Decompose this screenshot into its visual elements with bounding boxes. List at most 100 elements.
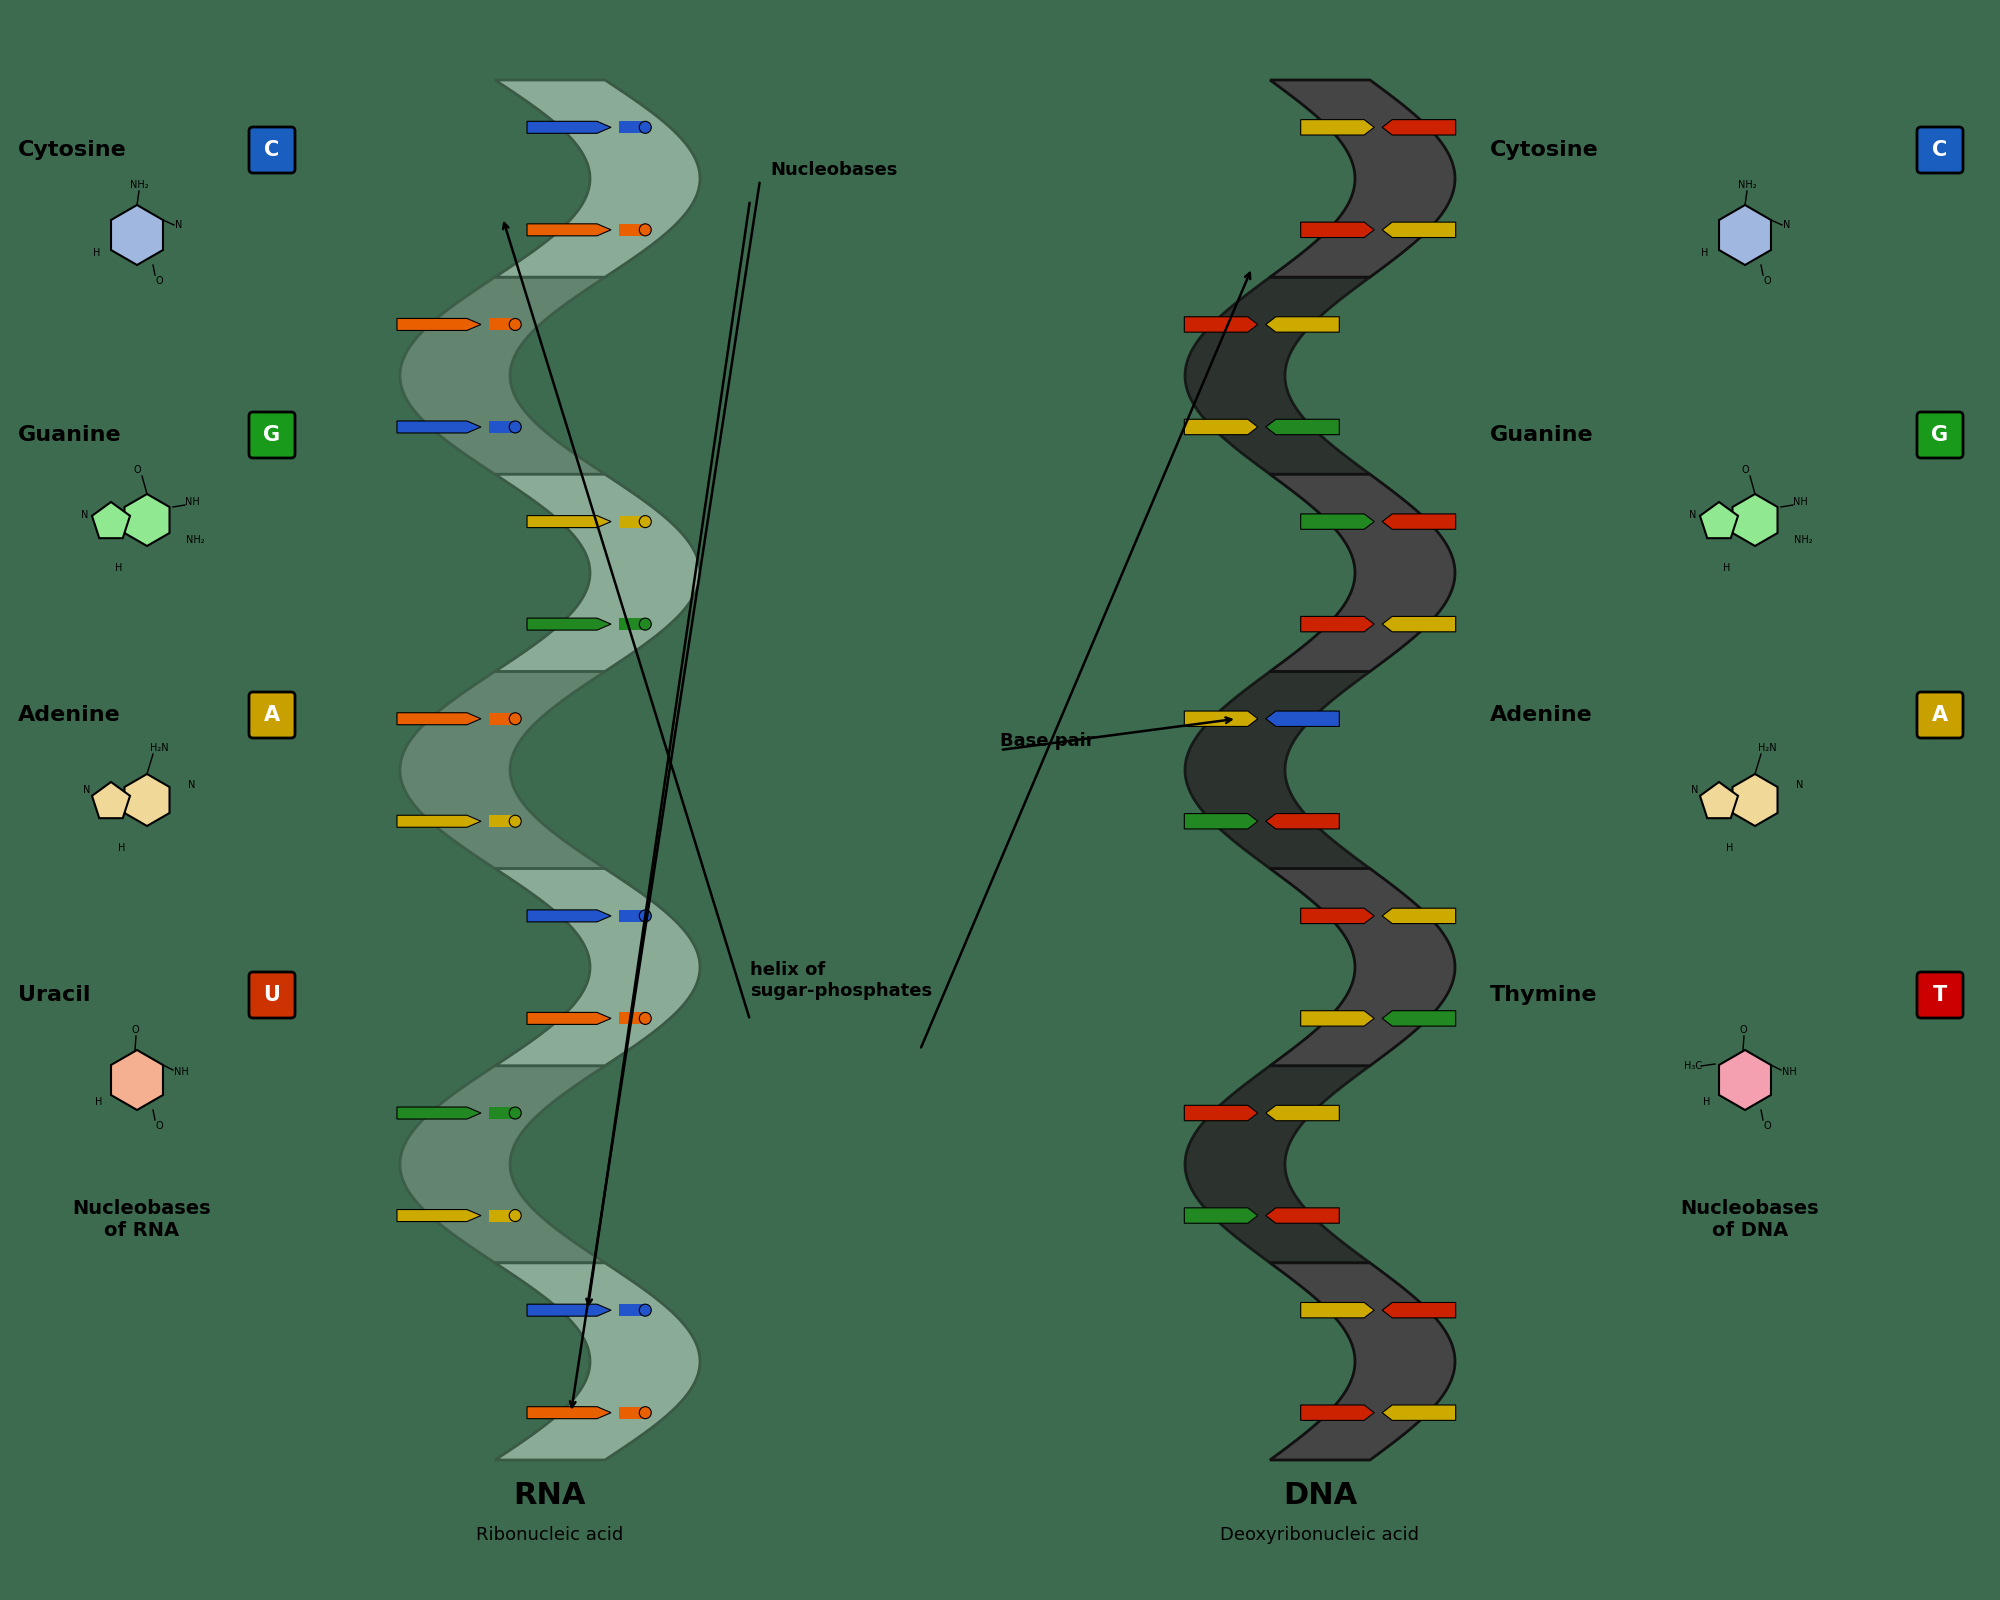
Polygon shape: [1300, 1405, 1374, 1421]
Text: DNA: DNA: [1282, 1480, 1358, 1509]
Text: H: H: [1704, 1098, 1710, 1107]
Text: O: O: [1764, 275, 1770, 286]
Polygon shape: [1186, 672, 1370, 869]
Polygon shape: [620, 122, 646, 133]
Text: G: G: [264, 426, 280, 445]
FancyBboxPatch shape: [1916, 973, 1964, 1018]
FancyBboxPatch shape: [250, 411, 296, 458]
Text: NH₂: NH₂: [186, 534, 204, 546]
FancyBboxPatch shape: [1916, 126, 1964, 173]
Polygon shape: [1184, 1208, 1258, 1224]
Polygon shape: [1382, 222, 1456, 237]
Polygon shape: [620, 1304, 646, 1317]
Text: O: O: [1742, 466, 1748, 475]
Ellipse shape: [510, 816, 522, 827]
Polygon shape: [1270, 869, 1454, 1066]
Polygon shape: [1266, 1106, 1340, 1120]
Ellipse shape: [640, 1406, 652, 1419]
Polygon shape: [1382, 1011, 1456, 1026]
Polygon shape: [1270, 1262, 1454, 1459]
Text: H₃C: H₃C: [1684, 1061, 1702, 1070]
Polygon shape: [1720, 205, 1770, 266]
Polygon shape: [1184, 710, 1258, 726]
Text: O: O: [134, 466, 140, 475]
Text: H: H: [94, 248, 100, 258]
Polygon shape: [528, 1013, 612, 1024]
Text: helix of
sugar-phosphates: helix of sugar-phosphates: [750, 962, 932, 1000]
Polygon shape: [1266, 710, 1340, 726]
Polygon shape: [112, 1050, 162, 1110]
Ellipse shape: [640, 224, 652, 235]
Polygon shape: [1382, 909, 1456, 923]
Polygon shape: [92, 502, 130, 538]
Text: NH₂: NH₂: [1794, 534, 1812, 546]
Ellipse shape: [640, 122, 652, 133]
Text: N: N: [82, 510, 88, 520]
Polygon shape: [1184, 1106, 1258, 1120]
Text: O: O: [1740, 1026, 1746, 1035]
Text: O: O: [1764, 1122, 1770, 1131]
Text: Guanine: Guanine: [1490, 426, 1594, 445]
Text: H: H: [96, 1098, 102, 1107]
Text: N: N: [1784, 219, 1790, 230]
Polygon shape: [494, 474, 700, 672]
Text: NH₂: NH₂: [130, 179, 148, 190]
Polygon shape: [620, 515, 646, 528]
Polygon shape: [400, 672, 604, 869]
Text: Guanine: Guanine: [18, 426, 122, 445]
Text: H: H: [1702, 248, 1708, 258]
FancyBboxPatch shape: [1916, 411, 1964, 458]
Polygon shape: [1266, 317, 1340, 333]
Polygon shape: [400, 277, 606, 474]
Polygon shape: [496, 1262, 700, 1459]
Text: Base pair: Base pair: [1000, 733, 1094, 750]
Text: N: N: [1690, 510, 1696, 520]
Polygon shape: [396, 712, 480, 725]
Polygon shape: [1300, 120, 1374, 134]
Ellipse shape: [510, 421, 522, 434]
Polygon shape: [528, 1304, 612, 1317]
Text: N: N: [176, 219, 182, 230]
Polygon shape: [1382, 120, 1456, 134]
Text: C: C: [1932, 141, 1948, 160]
Text: Cytosine: Cytosine: [18, 141, 126, 160]
Text: H₂N: H₂N: [150, 742, 168, 754]
Text: T: T: [1932, 986, 1948, 1005]
Polygon shape: [1266, 813, 1340, 829]
Polygon shape: [1186, 1066, 1370, 1262]
Polygon shape: [1382, 616, 1456, 632]
Ellipse shape: [640, 618, 652, 630]
Polygon shape: [496, 869, 700, 1066]
Polygon shape: [92, 782, 130, 818]
Text: NH: NH: [1792, 498, 1808, 507]
Polygon shape: [528, 122, 612, 133]
Text: Thymine: Thymine: [1490, 986, 1598, 1005]
Polygon shape: [1266, 419, 1340, 435]
Polygon shape: [528, 224, 612, 235]
Text: Nucleobases
of DNA: Nucleobases of DNA: [1680, 1200, 1820, 1240]
Polygon shape: [488, 318, 516, 331]
Ellipse shape: [640, 515, 652, 528]
Polygon shape: [396, 318, 480, 331]
Polygon shape: [1270, 474, 1454, 672]
Text: Cytosine: Cytosine: [1490, 141, 1598, 160]
Polygon shape: [1732, 494, 1778, 546]
Text: U: U: [264, 986, 280, 1005]
FancyBboxPatch shape: [250, 973, 296, 1018]
Polygon shape: [1184, 317, 1258, 333]
Polygon shape: [488, 421, 516, 434]
Polygon shape: [124, 494, 170, 546]
Text: A: A: [264, 706, 280, 725]
Text: N: N: [84, 786, 90, 795]
Polygon shape: [620, 1406, 646, 1419]
Ellipse shape: [640, 1304, 652, 1317]
Polygon shape: [1700, 502, 1738, 538]
Polygon shape: [1300, 222, 1374, 237]
Text: NH: NH: [174, 1067, 188, 1077]
Text: Nucleobases: Nucleobases: [770, 162, 898, 179]
Polygon shape: [1184, 419, 1258, 435]
Text: N: N: [1796, 781, 1804, 790]
Polygon shape: [528, 910, 612, 922]
Polygon shape: [1300, 1302, 1374, 1318]
Polygon shape: [1300, 1011, 1374, 1026]
